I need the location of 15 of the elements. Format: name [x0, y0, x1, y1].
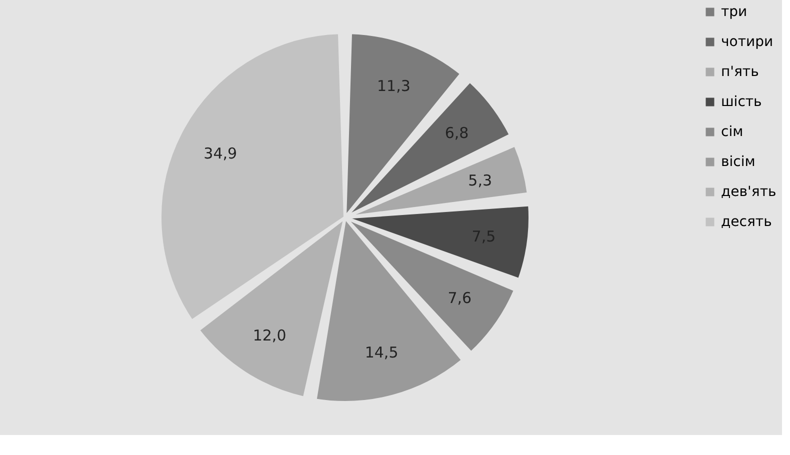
data-label: 12,0 [252, 326, 286, 344]
data-label: 34,9 [204, 144, 238, 163]
legend-label: чотири [721, 34, 774, 50]
legend-label: сім [721, 124, 744, 140]
data-label: 5,3 [468, 172, 492, 190]
legend-label: шість [721, 94, 762, 110]
legend-label: три [721, 4, 748, 20]
data-label: 7,6 [448, 288, 472, 307]
legend-label: вісім [721, 154, 756, 170]
legend-label: дев'ять [721, 184, 776, 200]
legend-label: десять [721, 214, 772, 230]
data-label: 6,8 [444, 124, 469, 142]
data-label: 14,5 [364, 344, 398, 362]
data-label: 11,3 [377, 77, 410, 96]
legend-label: п'ять [721, 64, 759, 80]
